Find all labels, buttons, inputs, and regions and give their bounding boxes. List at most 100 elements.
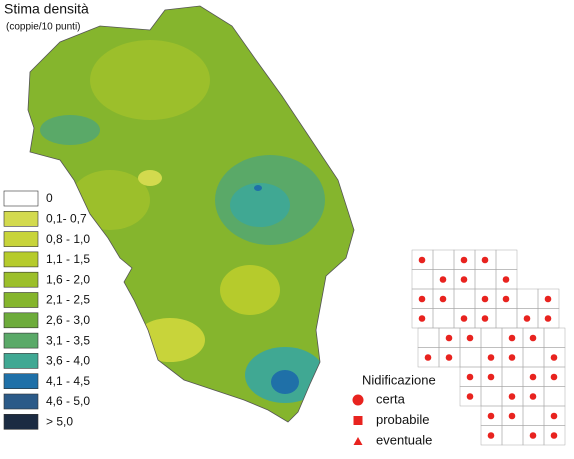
record-dot [487,412,495,420]
record-dot [550,354,558,361]
record-dot [550,412,558,420]
record-dot [508,393,516,400]
grid-cell [480,386,503,407]
title: Stima densità [4,1,89,17]
record-dot [502,295,510,303]
record-dot [418,256,426,264]
record-dot [544,295,552,303]
legend-label: 3,1 - 3,5 [46,333,90,347]
record-dot [529,393,537,400]
grid-map [411,249,566,446]
record-dot [508,334,516,342]
record-dot [550,432,558,439]
record-dot [466,334,474,342]
legend-swatch [3,211,39,227]
grid-cell [459,347,482,368]
legend-swatch [3,231,39,247]
grid-cell [453,288,476,309]
record-dot [460,256,468,264]
legend-swatch [3,393,39,410]
record-dot [445,354,453,361]
nesting-legend: Nidificazione certa probabile eventuale [352,372,436,447]
legend-label: 4,1 - 4,5 [46,374,90,388]
grid-cell [543,386,566,407]
map-area [271,370,299,394]
record-dot [439,276,447,283]
record-dot [418,315,426,322]
nesting-title: Nidificazione [362,372,436,387]
legend-swatch [3,251,39,268]
grid-cell [495,308,518,329]
legend-label: 4,6 - 5,0 [46,394,90,408]
record-dot [460,276,468,283]
record-dot [487,373,495,381]
record-dot [487,432,495,439]
map-area [254,185,262,191]
grid-cell [495,249,518,270]
record-dot [418,295,426,303]
density-legend: 0 0,1- 0,7 0,8 - 1,0 1,1 - 1,5 1,6 - 2,0 2,1 … [3,190,90,430]
nesting-label: probabile [376,412,430,427]
map-area [40,115,100,145]
record-dot [544,315,552,322]
grid-cell [522,405,545,426]
legend-swatch [3,190,39,207]
record-dot [460,315,468,322]
record-dot [529,373,537,381]
grid-cell [501,425,524,446]
legend-label: 2,6 - 3,0 [46,313,90,327]
record-dot [481,315,489,322]
record-dot [424,354,432,361]
legend-swatch [3,292,39,308]
map-area [220,265,280,315]
grid-cell [501,366,524,387]
grid-cell [417,327,440,348]
record-dot [466,393,474,400]
legend-swatch [3,373,39,390]
grid-cell [516,288,539,309]
legend-label: 2,1 - 2,5 [46,293,90,307]
record-dot [550,373,558,381]
grid-cell [432,308,455,329]
record-dot [445,334,453,342]
subtitle: (coppie/10 punti) [6,22,81,33]
record-dot [523,315,531,322]
grid-cell [411,269,434,290]
legend-label: 3,6 - 4,0 [46,354,90,368]
legend-label: 0 [46,191,53,205]
symbol-triangle [353,437,363,445]
legend-swatch [3,332,39,349]
legend-label: > 5,0 [46,414,73,428]
record-dot [487,354,495,361]
record-dot [481,256,489,264]
legend-label: 0,8 - 1,0 [46,232,90,246]
grid-cell [480,327,503,348]
legend-swatch [3,271,39,288]
legend-label: 1,1 - 1,5 [46,252,90,266]
symbol-circle [352,394,364,406]
nesting-label: certa [376,391,406,406]
grid-cell [543,327,566,348]
grid-cell [522,347,545,368]
nesting-label: eventuale [376,432,432,447]
legend-label: 1,6 - 2,0 [46,272,90,286]
symbol-square [353,416,363,425]
legend-swatch [3,413,39,430]
map-area [230,183,290,227]
record-dot [466,373,474,381]
record-dot [481,295,489,303]
record-dot [508,354,516,361]
grid-cell [474,269,497,290]
record-dot [529,334,537,342]
legend-label: 0,1- 0,7 [46,211,87,225]
record-dot [529,432,537,439]
grid-cell [543,425,566,446]
legend-swatch [3,312,39,329]
map-area [90,40,210,120]
grid-cell [432,249,455,270]
legend-swatch [3,353,39,369]
record-dot [502,276,510,283]
record-dot [439,295,447,303]
record-dot [508,412,516,420]
